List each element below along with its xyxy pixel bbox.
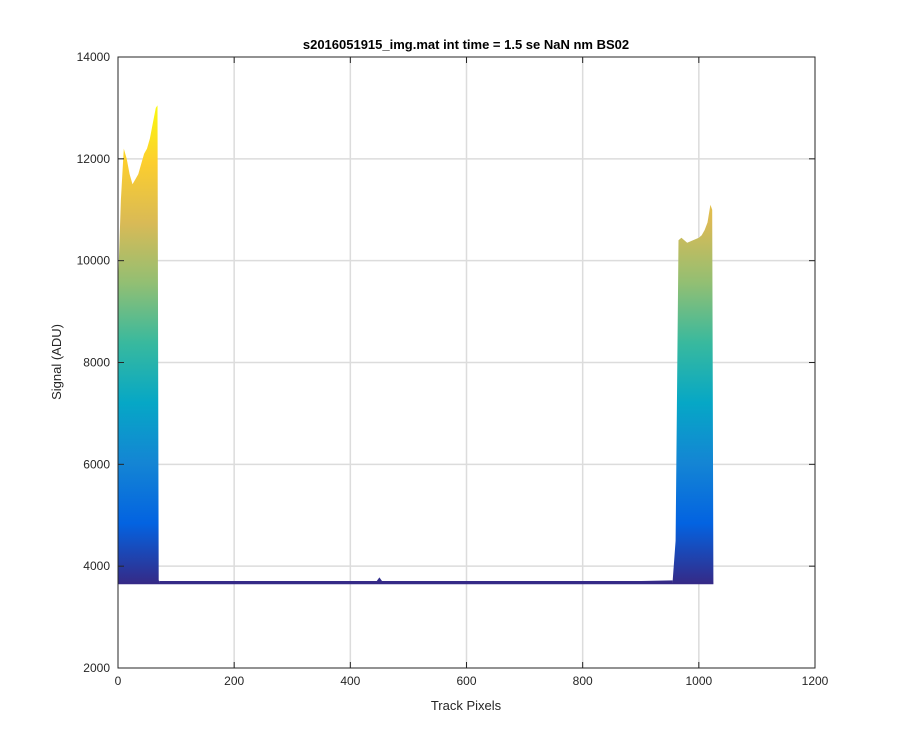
y-tick-label: 14000: [77, 50, 111, 64]
x-tick-label: 800: [573, 674, 593, 688]
series-2-area: [672, 204, 714, 584]
y-tick-label: 6000: [83, 457, 110, 471]
x-tick-label: 0: [115, 674, 122, 688]
x-tick-label: 1200: [802, 674, 829, 688]
y-tick-label: 4000: [83, 559, 110, 573]
y-axis: 2000 4000 6000 8000 10000 12000 14000: [77, 50, 815, 675]
y-tick-label: 12000: [77, 152, 111, 166]
y-tick-label: 8000: [83, 356, 110, 370]
y-axis-label: Signal (ADU): [49, 324, 64, 400]
series-0-area: [118, 105, 160, 584]
x-tick-label: 400: [340, 674, 360, 688]
x-tick-label: 200: [224, 674, 244, 688]
x-tick-label: 600: [456, 674, 476, 688]
x-tick-label: 1000: [685, 674, 712, 688]
chart-title: s2016051915_img.mat int time = 1.5 se Na…: [303, 37, 629, 52]
y-tick-label: 2000: [83, 661, 110, 675]
x-axis-label: Track Pixels: [431, 698, 502, 713]
x-axis: 0 200 400 600 800 1000 1200: [115, 57, 829, 688]
series-group: [118, 105, 714, 585]
y-tick-label: 10000: [77, 254, 111, 268]
